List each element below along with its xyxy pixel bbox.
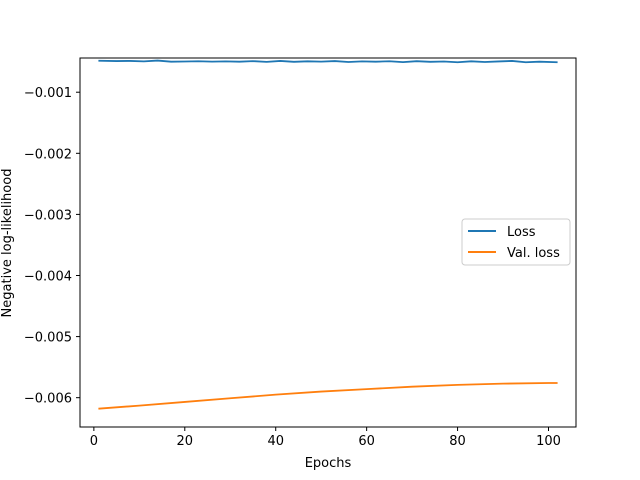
y-tick-label: −0.004	[24, 269, 72, 284]
x-tick-label: 100	[536, 434, 561, 449]
legend-label-val-loss: Val. loss	[507, 246, 560, 261]
y-tick-label: −0.003	[24, 208, 72, 223]
x-tick-label: 20	[177, 434, 194, 449]
y-tick-label: −0.002	[24, 147, 72, 162]
y-tick-label: −0.006	[24, 392, 72, 407]
x-axis-label: Epochs	[305, 456, 352, 471]
series-line-loss	[98, 59, 558, 64]
x-tick-label: 60	[358, 434, 375, 449]
y-axis-label: Negative log-likelihood	[0, 169, 15, 318]
series-layer	[98, 59, 558, 410]
series-line-val-loss	[98, 382, 558, 410]
y-tick-label: −0.001	[24, 86, 72, 101]
legend-label-loss: Loss	[507, 225, 536, 240]
plot-frame	[79, 57, 577, 428]
x-tick-label: 0	[90, 434, 98, 449]
y-tick-label: −0.005	[24, 331, 72, 346]
x-tick-label: 80	[449, 434, 466, 449]
legend: Loss Val. loss	[461, 218, 571, 266]
x-tick-label: 40	[267, 434, 284, 449]
ticks-layer: 0 20 40 60 80 100 −0.001 −0.002 −0.003 −0.004 −0.0…	[24, 86, 561, 449]
